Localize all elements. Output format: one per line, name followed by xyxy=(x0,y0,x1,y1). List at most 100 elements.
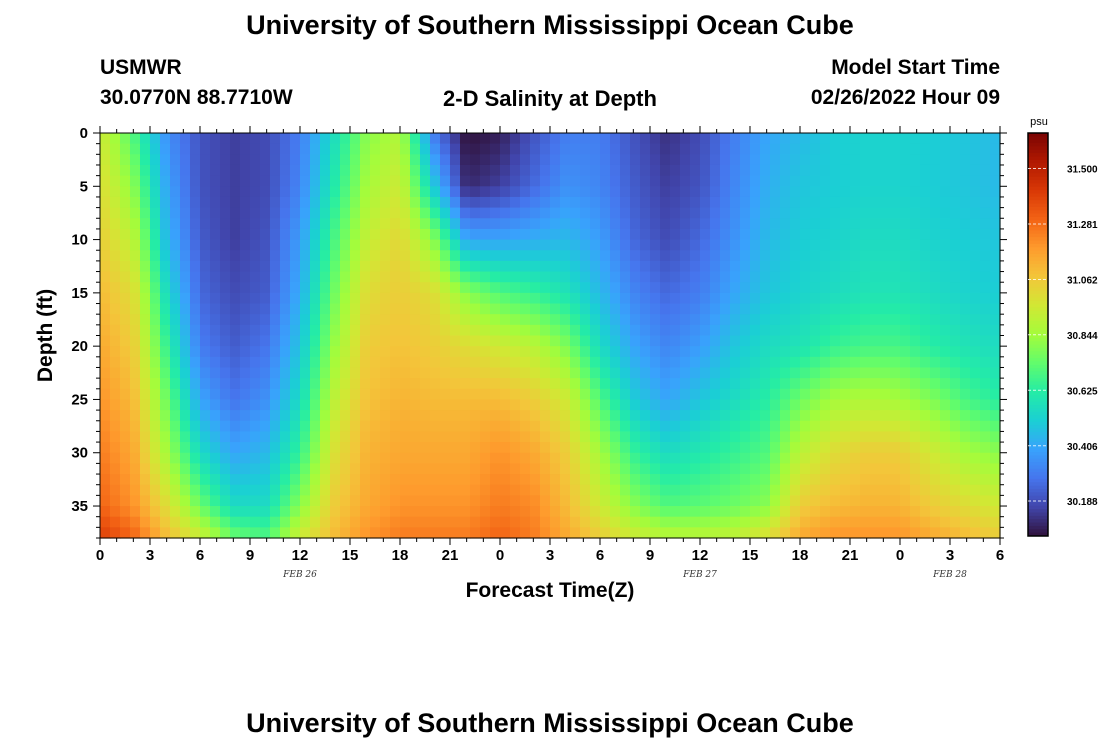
heatmap-cell xyxy=(560,346,571,358)
heatmap-cell xyxy=(280,239,291,251)
heatmap-cell xyxy=(460,303,471,315)
heatmap-cell xyxy=(330,239,341,251)
heatmap-cell xyxy=(140,367,151,379)
heatmap-cell xyxy=(950,303,961,315)
heatmap-cell xyxy=(850,314,861,326)
heatmap-cell xyxy=(130,186,141,198)
heatmap-cell xyxy=(350,356,361,369)
heatmap-cell xyxy=(450,143,461,155)
heatmap-cell xyxy=(460,346,471,358)
heatmap-cell xyxy=(790,495,801,507)
heatmap-cell xyxy=(340,154,351,166)
heatmap-cell xyxy=(910,324,921,337)
heatmap-cell xyxy=(890,154,901,166)
heatmap-cell xyxy=(420,314,431,326)
heatmap-cell xyxy=(570,431,581,443)
heatmap-cell xyxy=(130,463,141,475)
heatmap-cell xyxy=(110,356,121,369)
heatmap-cell xyxy=(430,474,441,486)
heatmap-cell xyxy=(120,367,131,379)
heatmap-cell xyxy=(480,292,491,305)
heatmap-cell xyxy=(990,154,1001,166)
colorbar-segment xyxy=(1028,183,1048,188)
heatmap-cell xyxy=(510,218,521,230)
heatmap-cell xyxy=(410,250,421,262)
heatmap-cell xyxy=(220,143,231,155)
heatmap-cell xyxy=(960,282,971,294)
heatmap-cell xyxy=(720,218,731,230)
heatmap-cell xyxy=(880,484,891,496)
heatmap-cell xyxy=(320,303,331,315)
heatmap-cell xyxy=(100,399,111,411)
heatmap-cell xyxy=(510,431,521,443)
heatmap-cell xyxy=(510,346,521,358)
heatmap-cell xyxy=(710,133,721,145)
heatmap-cell xyxy=(570,133,581,145)
heatmap-cell xyxy=(390,133,401,145)
heatmap-cell xyxy=(600,196,611,209)
heatmap-cell xyxy=(480,527,491,539)
heatmap-cell xyxy=(120,324,131,337)
heatmap-cell xyxy=(580,388,591,401)
heatmap-cell xyxy=(780,271,791,283)
heatmap-cell xyxy=(110,410,121,422)
heatmap-cell xyxy=(870,335,881,347)
heatmap-cell xyxy=(750,410,761,422)
heatmap-cell xyxy=(670,516,681,528)
heatmap-cell xyxy=(210,324,221,337)
heatmap-cell xyxy=(420,516,431,528)
heatmap-cell xyxy=(960,452,971,464)
heatmap-cell xyxy=(400,303,411,315)
colorbar-segment xyxy=(1028,482,1048,487)
heatmap-cell xyxy=(630,303,641,315)
heatmap-cell xyxy=(280,388,291,401)
heatmap-cell xyxy=(510,154,521,166)
heatmap-cell xyxy=(150,346,161,358)
heatmap-cell xyxy=(380,463,391,475)
heatmap-cell xyxy=(910,527,921,539)
heatmap-cell xyxy=(870,218,881,230)
heatmap-cell xyxy=(400,356,411,369)
heatmap-cell xyxy=(300,303,311,315)
colorbar-segment xyxy=(1028,495,1048,500)
heatmap-cell xyxy=(700,378,711,390)
heatmap-cell xyxy=(320,356,331,369)
heatmap-cell xyxy=(450,506,461,518)
heatmap-cell xyxy=(150,164,161,177)
heatmap-cell xyxy=(890,292,901,305)
heatmap-cell xyxy=(570,452,581,464)
heatmap-cell xyxy=(550,506,561,518)
heatmap-cell xyxy=(800,186,811,198)
heatmap-cell xyxy=(320,143,331,155)
heatmap-cell xyxy=(290,356,301,369)
heatmap-cell xyxy=(390,506,401,518)
heatmap-cell xyxy=(800,516,811,528)
heatmap-cell xyxy=(310,175,321,187)
heatmap-cell xyxy=(280,186,291,198)
heatmap-cell xyxy=(170,175,181,187)
heatmap-cell xyxy=(500,346,511,358)
heatmap-cell xyxy=(350,484,361,496)
heatmap-cell xyxy=(220,133,231,145)
heatmap-cell xyxy=(450,378,461,390)
heatmap-cell xyxy=(580,133,591,145)
heatmap-cell xyxy=(620,495,631,507)
heatmap-cell xyxy=(860,143,871,155)
heatmap-cell xyxy=(470,399,481,411)
heatmap-cell xyxy=(580,527,591,539)
heatmap-cell xyxy=(490,388,501,401)
colorbar-segment xyxy=(1028,260,1048,265)
heatmap-cell xyxy=(510,250,521,262)
heatmap-cell xyxy=(290,431,301,443)
heatmap-cell xyxy=(410,367,421,379)
heatmap-cell xyxy=(500,388,511,401)
heatmap-cell xyxy=(770,527,781,539)
heatmap-cell xyxy=(570,527,581,539)
heatmap-cell xyxy=(900,282,911,294)
heatmap-cell xyxy=(260,143,271,155)
heatmap-cell xyxy=(300,463,311,475)
heatmap-cell xyxy=(770,367,781,379)
heatmap-cell xyxy=(920,218,931,230)
colorbar-segment xyxy=(1028,227,1048,231)
heatmap-cell xyxy=(560,239,571,251)
